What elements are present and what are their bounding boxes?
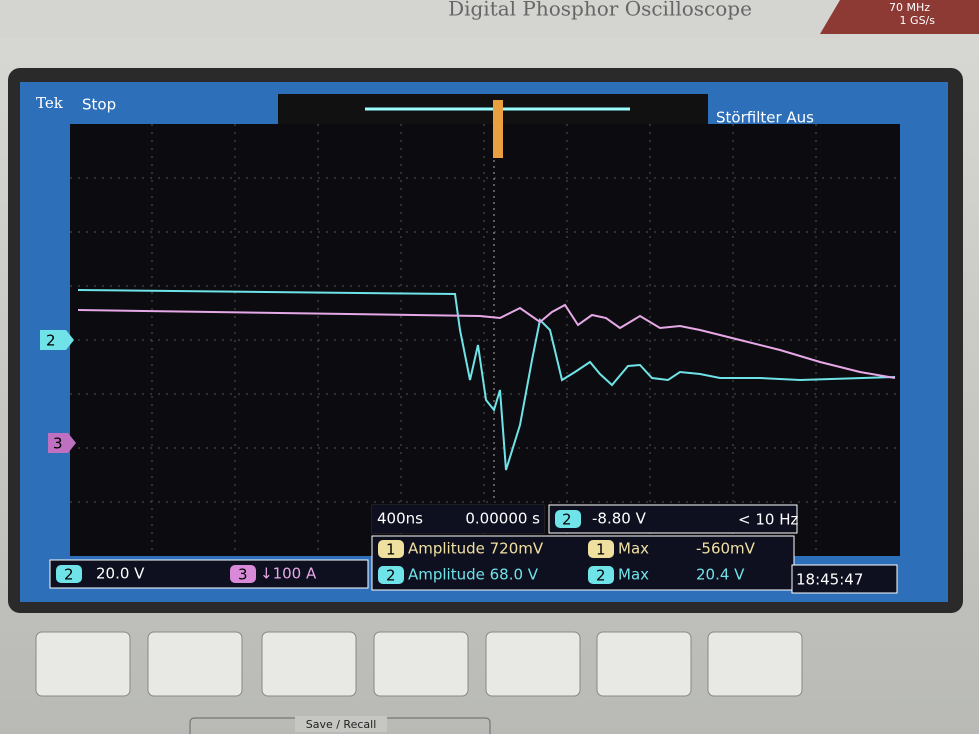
ch1-waveform [77, 303, 896, 379]
clock-box [791, 564, 898, 594]
timebase-scale: 400ns [377, 510, 423, 528]
trigger-level: -8.80 V [592, 510, 647, 528]
m2-stat-badge [588, 566, 614, 584]
label-bg [295, 716, 387, 732]
ch2-channel: 2 [64, 566, 74, 584]
channel-box [49, 559, 369, 589]
measurement-box [371, 535, 795, 591]
m1-stat-channel: 1 [596, 541, 606, 559]
top-strip [0, 0, 840, 38]
save-recall-label: Save / Recall [306, 718, 377, 731]
ch3-channel: 3 [238, 566, 248, 584]
ch3-scale: ↓100 A [260, 565, 317, 583]
ch3-marker-label: 3 [53, 435, 63, 453]
trigger-channel: 2 [562, 511, 572, 529]
graticule [70, 124, 900, 556]
softkey[interactable] [373, 631, 469, 697]
filter: Störfilter Aus [716, 109, 814, 127]
m1-stat-value: -560mV [696, 540, 756, 558]
bandwidth: 70 MHz [889, 1, 930, 14]
m1-badge [378, 540, 404, 558]
m2-stat: Max [618, 566, 649, 584]
trigger-channel-badge [555, 510, 581, 528]
m2-channel: 2 [386, 567, 396, 585]
timebase-inner [372, 505, 544, 533]
grid [70, 124, 900, 556]
m2-stat-channel: 2 [596, 567, 606, 585]
ch2-scale: 20.0 V [96, 565, 145, 583]
badge [820, 0, 979, 34]
sample-rate: 1 GS/s [900, 14, 936, 27]
m1-label: Amplitude 720mV [408, 540, 544, 558]
softkeys [35, 631, 803, 697]
ch2-marker [40, 330, 74, 350]
m2-badge [378, 566, 404, 584]
softkey[interactable] [596, 631, 692, 697]
m2-stat-value: 20.4 V [696, 566, 745, 584]
timebase-position: 0.00000 s [465, 510, 540, 528]
ch2-waveform [77, 289, 896, 471]
softkey[interactable] [707, 631, 803, 697]
ch3-marker [48, 433, 76, 453]
trigger-marker [493, 100, 503, 158]
m2-label: Amplitude 68.0 V [408, 566, 539, 584]
m1-channel: 1 [386, 541, 396, 559]
model-label: Digital Phosphor Oscilloscope [448, 0, 752, 21]
softkey[interactable] [485, 631, 581, 697]
m1-stat-badge [588, 540, 614, 558]
m1-stat: Max [618, 540, 649, 558]
softkey[interactable] [261, 631, 357, 697]
trigger-box [548, 504, 798, 534]
softkey[interactable] [147, 631, 243, 697]
brand: Tek [36, 94, 64, 112]
ch2-marker-label: 2 [46, 332, 56, 350]
softkey[interactable] [35, 631, 131, 697]
ch3-badge [230, 565, 256, 583]
ch2-badge [56, 565, 82, 583]
trigger-frequency: < 10 Hz [738, 511, 798, 529]
clock: 18:45:47 [796, 571, 863, 589]
status: Stop [82, 96, 116, 114]
